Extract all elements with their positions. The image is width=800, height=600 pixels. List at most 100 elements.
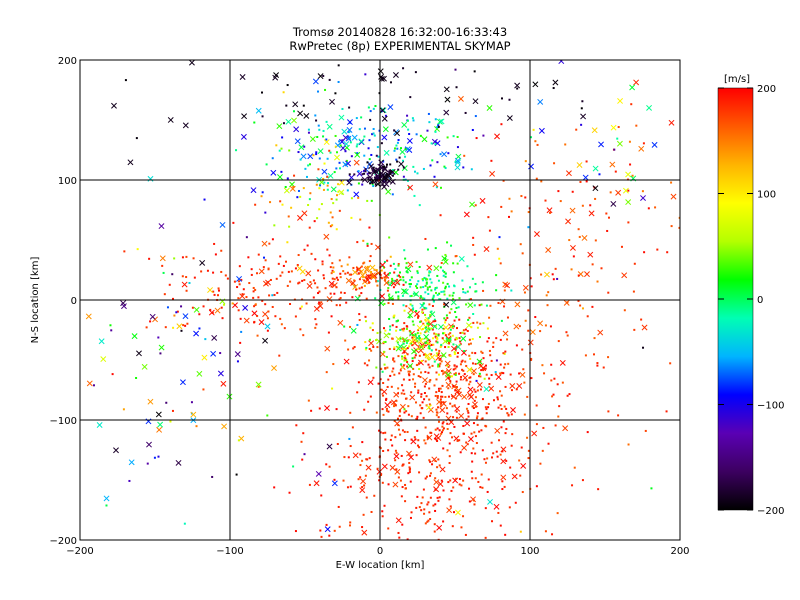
data-point [469,342,472,345]
data-point [424,284,427,287]
data-point-cross [383,149,390,156]
data-point [419,332,422,335]
data-point [322,188,325,191]
data-point [433,384,436,387]
data-point [367,274,370,277]
data-point-cross [367,174,374,181]
data-point [489,354,492,357]
data-point [521,252,524,255]
data-point-cross [461,444,468,451]
data-point [357,478,360,481]
data-point-cross [393,391,400,398]
data-point [463,332,466,335]
data-point [374,297,377,300]
data-point [266,414,269,417]
data-point [381,370,384,373]
data-point [191,306,194,309]
data-point [275,144,278,147]
data-point [444,287,447,290]
data-point [235,473,238,476]
data-point [443,165,446,168]
data-point [472,321,475,324]
data-point [426,129,429,132]
data-point [444,334,447,337]
data-point [454,373,457,376]
data-point [458,439,461,442]
data-point [508,506,511,509]
data-point [328,534,331,537]
data-point-cross [640,195,646,202]
data-point [437,353,440,356]
data-point [459,378,462,381]
data-point [415,363,418,366]
data-point-cross [307,153,314,160]
data-point [382,341,385,344]
data-point [405,262,408,265]
data-point [304,167,307,170]
data-point [290,206,293,209]
data-point [591,305,594,308]
data-point-cross [365,464,372,471]
data-point [241,293,244,296]
data-point [458,372,461,375]
data-point [232,221,235,224]
data-point [314,258,317,261]
data-point [380,269,383,272]
data-point-cross [580,113,587,120]
data-point-cross [537,98,544,105]
data-point-cross [587,251,594,258]
data-point [453,425,456,428]
data-point [478,372,481,375]
data-point [361,183,364,186]
data-point-cross [581,234,588,241]
data-point [423,297,426,300]
data-point-cross [352,269,358,276]
data-point [633,328,636,331]
data-point [385,398,388,401]
data-point-cross [219,298,226,305]
data-point [642,346,645,349]
data-point [335,151,338,154]
data-point [504,432,507,435]
data-point [435,352,438,355]
data-point [466,265,469,268]
data-point-cross [408,338,415,345]
data-point [282,264,285,267]
data-point [514,501,517,504]
data-point-cross [504,282,511,289]
data-point-cross [413,291,420,297]
data-point [442,274,445,277]
data-point [631,174,634,177]
data-point [388,169,391,172]
data-point [557,190,560,193]
data-point [403,392,406,395]
data-point [476,389,479,392]
data-point [321,263,324,266]
data-point [408,316,411,319]
data-point-cross [562,425,569,432]
data-point [226,277,229,280]
data-point [365,458,368,461]
data-point [390,282,393,285]
data-point [185,289,188,292]
data-point [428,459,431,462]
data-point [440,343,443,346]
data-point [235,149,238,152]
data-point [400,392,403,395]
data-point [299,158,302,161]
data-point-cross [239,293,246,300]
data-point [332,270,335,273]
data-point [476,321,479,324]
data-point [322,74,325,77]
data-point [280,323,283,326]
data-point [327,221,330,224]
data-point [425,475,428,478]
data-point [375,280,378,283]
data-point [370,270,373,273]
data-point-cross [384,402,391,409]
data-point [329,266,332,269]
data-point [181,275,184,278]
data-point [499,262,502,265]
data-point [627,221,630,224]
data-point [366,161,369,164]
